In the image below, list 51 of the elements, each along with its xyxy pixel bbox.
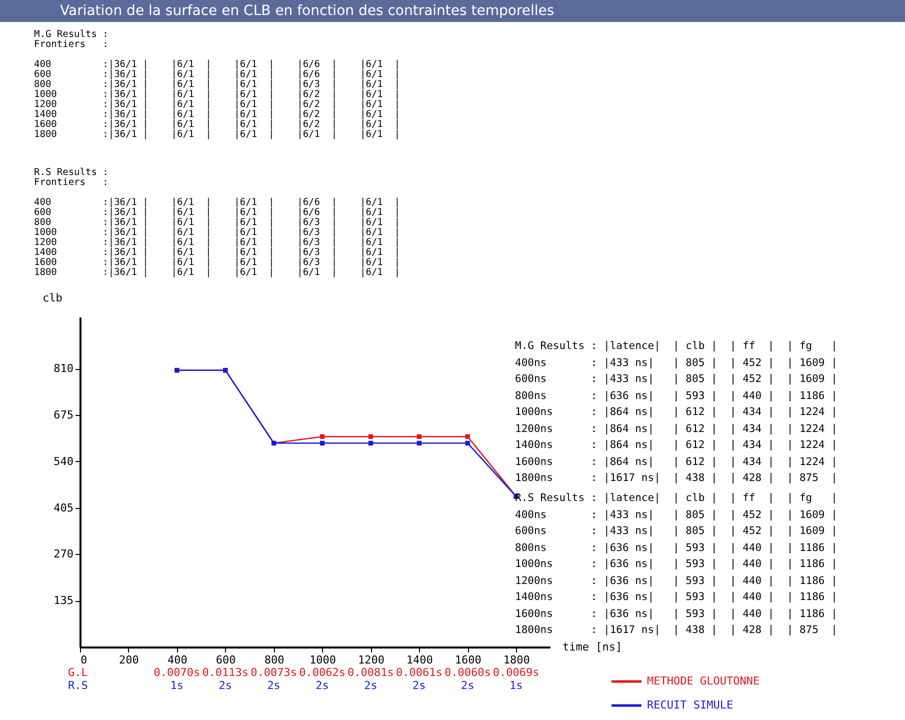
x-axis-title: time [ns] xyxy=(562,640,622,654)
x-tick-label: 1200 xyxy=(358,654,384,666)
point xyxy=(465,440,470,446)
point xyxy=(368,434,374,439)
text: M.G Results : Frontiers : 400 :|36/1 | |6/1 | |6/1 | |6/6 | |6/1 | 600 :|36/1 | |6/1 | |6/1 | |6/6 | |6/1 | 800 :|36/1 | |6/1 | |6/1 | |6/3 | |6/1 | 1000 :|36/1 | |6/1 | |6/1 | |6/2 | |6/1 | 1200 :|36/1 | |6/1 | |6/1 | |6/2 | |6/1 | 1400 :|36/1 | |6/1 | |6/1 | |6/2 | |6/1 | 1600 :|36/1 | |6/1 | |6/1 | |6/2 | |6/1 | 1800 :|36/1 | |6/1 | |6/1 | |6/1 | |6/1 | xyxy=(34,29,400,140)
text: R.S Results : Frontiers : 400 :|36/1 | |6/1 | |6/1 | |6/6 | |6/1 | 600 :|36/1 | |6/1 | |6/1 | |6/6 | |6/1 | 800 :|36/1 | |6/1 | |6/1 | |6/3 | |6/1 | 1000 :|36/1 | |6/1 | |6/1 | |6/3 | |6/1 | 1200 :|36/1 | |6/1 | |6/1 | |6/3 | |6/1 | 1400 :|36/1 | |6/1 | |6/1 | |6/3 | |6/1 | 1600 :|36/1 | |6/1 | |6/1 | |6/3 | |6/1 | 1800 :|36/1 | |6/1 | |6/1 | |6/1 | |6/1 | xyxy=(34,167,400,278)
chart-title: Variation de la surface en CLB en fonction des contraintes temporelles xyxy=(0,0,905,22)
text: 0.0113s xyxy=(202,666,249,679)
text: 2s xyxy=(316,679,329,692)
text: 2s xyxy=(412,679,426,692)
point xyxy=(416,434,422,439)
x-tick-label: 1600 xyxy=(454,654,482,666)
text: 1s xyxy=(170,679,184,692)
text: 2s xyxy=(218,679,232,692)
y-tick-label: 675 xyxy=(54,408,74,422)
text: M.G Results : |latence| | clb | | ff | | fg | 400ns : |433 ns| | 805 | | 452 | | 1609 | 600ns : |433 ns| | 805 | | 452 | | 1609 | 800ns : |636 ns| | 593 | | 440 | | 1186 | 1000ns : |864 ns| | 612 | | 434 | | 1224 | 1200ns : |864 ns| | 612 | | 434 | | 1224 | 1400ns : |864 ns| | 612 | | 434 | | 1224 | 1600ns : |864 ns| | 612 | | 434 | | 1224 | 1800ns : |1617 ns| | 438 | | 428 | | 875 | xyxy=(515,340,838,484)
legend-label: METHODE GLOUTONNE xyxy=(647,674,760,688)
x-tick-label: 1000 xyxy=(310,654,336,666)
text: 0.0070s xyxy=(154,666,200,679)
point xyxy=(368,440,374,446)
x-tick-label: 600 xyxy=(216,654,236,666)
y-tick-label: 810 xyxy=(54,362,74,376)
y-axis-title: clb xyxy=(42,292,62,304)
text: G.L xyxy=(68,666,88,679)
text: R.S Results : |latence| | clb | | ff | | fg | 400ns : |433 ns| | 805 | | 452 | | 1609 | 600ns : |433 ns| | 805 | | 452 | | 1609 | 800ns : |636 ns| | 593 | | 440 | | 1186 | 1000ns : |636 ns| | 593 | | 440 | | 1186 | 1200ns : |636 ns| | 593 | | 440 | | 1186 | 1400ns : |636 ns| | 593 | | 440 | | 1186 | 1600ns : |636 ns| | 593 | | 440 | | 1186 | 1800ns : |1617 ns| | 438 | | 428 | | 875 | xyxy=(515,492,838,636)
text: 2s xyxy=(364,679,378,692)
point xyxy=(465,434,470,439)
text: R.S xyxy=(68,679,88,692)
text: 0.0060s xyxy=(444,666,491,679)
x-tick-label: 400 xyxy=(167,654,188,666)
point xyxy=(320,434,325,439)
legend-label: RECUIT SIMULE xyxy=(647,698,734,712)
x-tick-label: 0 xyxy=(80,654,88,666)
y-tick-label: 270 xyxy=(54,548,74,561)
text: 0.0073s xyxy=(250,666,297,679)
y-tick-label: 540 xyxy=(54,454,74,468)
x-tick-label: 200 xyxy=(119,654,139,666)
text: 0.0081s xyxy=(348,666,394,679)
text: 0.0062s xyxy=(299,666,346,679)
point xyxy=(416,440,422,446)
text: 0.0061s xyxy=(396,666,442,679)
text: 2s xyxy=(461,679,474,692)
text: 1s xyxy=(509,679,523,692)
y-tick-label: 135 xyxy=(54,594,74,608)
text: 0.0069s xyxy=(492,666,540,679)
x-tick-label: 1800 xyxy=(503,654,530,666)
point xyxy=(320,440,325,446)
y-tick-label: 405 xyxy=(54,501,74,514)
text: 2s xyxy=(267,679,280,692)
x-tick-label: 1400 xyxy=(406,654,433,666)
x-tick-label: 800 xyxy=(264,654,284,666)
